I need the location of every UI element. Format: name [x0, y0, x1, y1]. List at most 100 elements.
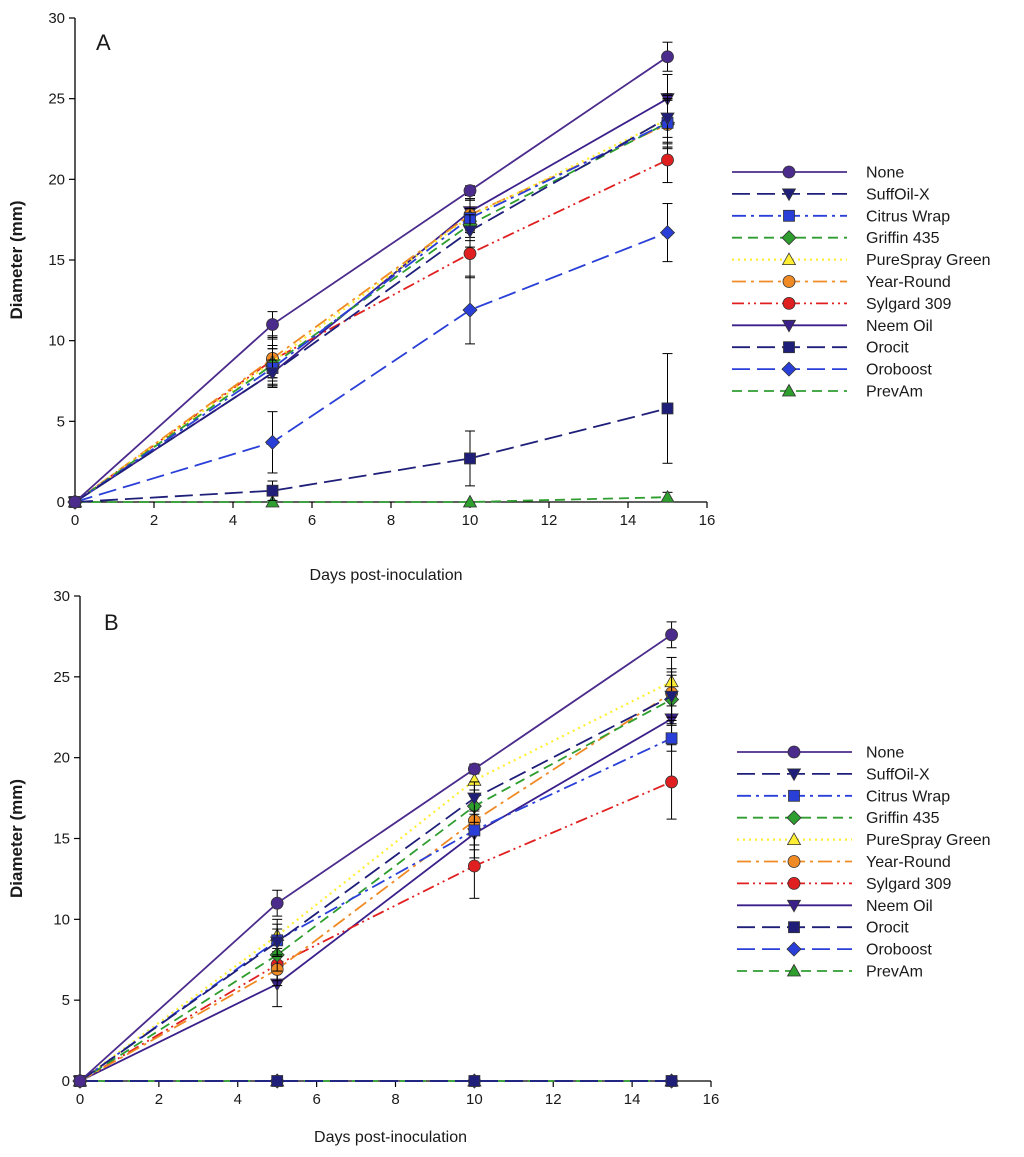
data-point-oroboost: [659, 225, 676, 241]
legend-marker: [787, 745, 801, 759]
series-line-prevam: [75, 496, 668, 503]
x-tick-label: 10: [466, 1091, 483, 1108]
legend-item-griffin-435: Griffin 435: [732, 230, 940, 247]
y-axis-title: Diameter (mm): [7, 200, 26, 319]
legend-item-year-round: Year-Round: [732, 274, 951, 291]
data-point-prevam: [462, 494, 478, 508]
data-point-suffoil-x: [660, 112, 675, 126]
legend-label: PureSpray Green: [866, 252, 991, 269]
data-point-orocit: [661, 402, 674, 415]
legend: None SuffOil-X Citrus Wrap Griffin 435 PureS…: [737, 745, 991, 981]
legend-item-none: None: [737, 745, 904, 762]
data-point-suffoil-x: [467, 792, 482, 806]
series-line-sylgard-309: [79, 781, 672, 1082]
y-tick-label: 30: [48, 10, 65, 27]
data-point-none: [73, 1074, 87, 1088]
legend-label: SuffOil-X: [866, 186, 930, 203]
x-tick-label: 8: [391, 1091, 399, 1108]
data-point-none: [467, 762, 481, 776]
legend-label: Orocit: [866, 340, 909, 357]
y-tick-label: 25: [48, 91, 65, 108]
legend-item-griffin-435: Griffin 435: [737, 810, 940, 827]
y-tick-label: 15: [48, 252, 65, 269]
legend: None SuffOil-X Citrus Wrap Griffin 435 PureS…: [732, 165, 991, 401]
legend-marker: [781, 188, 797, 202]
legend-label: None: [866, 165, 904, 182]
legend-marker: [783, 341, 795, 354]
x-tick-label: 2: [155, 1091, 163, 1108]
legend-label: Orocit: [866, 920, 909, 937]
series-line-none: [74, 55, 669, 503]
y-tick-label: 5: [62, 992, 70, 1009]
legend-item-orocit: Orocit: [732, 340, 909, 357]
series-line-year-round: [74, 123, 668, 503]
panel-label: B: [104, 610, 119, 635]
y-tick-label: 30: [53, 588, 70, 605]
y-tick-label: 0: [62, 1073, 70, 1090]
y-tick-label: 25: [53, 669, 70, 686]
legend-label: Neem Oil: [866, 898, 933, 915]
data-point-oroboost: [264, 434, 281, 450]
data-point-suffoil-x: [462, 225, 478, 239]
data-point-suffoil-x: [265, 367, 280, 381]
legend-label: Year-Round: [866, 854, 951, 871]
series-line-purespray-green: [74, 118, 668, 503]
data-point-sylgard-309: [661, 153, 674, 167]
legend-marker: [786, 941, 802, 957]
x-axis-title: Days post-inoculation: [314, 1129, 467, 1146]
legend-label: SuffOil-X: [866, 766, 930, 783]
x-tick-label: 16: [699, 512, 716, 529]
x-tick-label: 16: [703, 1091, 720, 1108]
series-none: [73, 621, 678, 1088]
y-tick-label: 5: [57, 413, 65, 430]
x-tick-label: 0: [71, 512, 79, 529]
legend-item-prevam: PrevAm: [732, 384, 923, 401]
legend-marker: [783, 209, 795, 222]
legend-marker: [781, 319, 797, 333]
data-point-suffoil-x: [270, 936, 285, 950]
legend-marker: [782, 165, 796, 179]
legend-marker: [786, 832, 802, 845]
series-neem-oil: [72, 694, 679, 1089]
legend-item-sylgard-309: Sylgard 309: [737, 876, 951, 893]
legend-item-none: None: [732, 165, 904, 182]
x-tick-label: 10: [462, 512, 479, 529]
legend-item-oroboost: Oroboost: [737, 941, 932, 959]
legend-label: PureSpray Green: [866, 832, 991, 849]
x-tick-label: 14: [624, 1091, 641, 1108]
series-sylgard-309: [73, 744, 678, 1088]
legend-label: Griffin 435: [866, 230, 940, 247]
x-tick-label: 12: [545, 1091, 562, 1108]
series-orocit: [69, 353, 674, 508]
series-line-citrus-wrap: [74, 122, 668, 503]
legend-marker: [781, 361, 797, 377]
legend-marker: [787, 877, 801, 890]
y-tick-label: 20: [53, 750, 70, 767]
data-point-sylgard-309: [665, 775, 678, 789]
series-suffoil-x: [72, 671, 679, 1089]
x-axis-title: Days post-inoculation: [310, 567, 463, 584]
data-point-none: [661, 50, 674, 64]
legend-item-sylgard-309: Sylgard 309: [732, 296, 951, 313]
chart-panel-b: 0 5 10 15 20 25 30 0 2 4 6 8 10 12 14 16 Diameter (mm) Da…: [7, 588, 991, 1146]
legend-item-purespray-green: PureSpray Green: [732, 252, 991, 269]
legend-item-neem-oil: Neem Oil: [737, 898, 933, 915]
series-line-neem-oil: [79, 718, 673, 1082]
legend-item-suffoil-x: SuffOil-X: [737, 766, 930, 783]
series-group: [72, 621, 680, 1089]
legend-item-citrus-wrap: Citrus Wrap: [732, 208, 950, 225]
series-line-suffoil-x: [79, 695, 672, 1082]
legend-label: Year-Round: [866, 274, 951, 291]
legend-item-suffoil-x: SuffOil-X: [732, 186, 930, 203]
legend-item-neem-oil: Neem Oil: [732, 318, 933, 335]
data-point-none: [266, 318, 279, 331]
legend-item-prevam: PrevAm: [737, 964, 923, 981]
data-point-suffoil-x: [664, 690, 679, 704]
data-point-citrus-wrap: [665, 732, 678, 745]
legend-marker: [787, 855, 801, 868]
data-point-orocit: [468, 1075, 481, 1087]
data-point-none: [665, 628, 678, 642]
series-griffin-435: [72, 674, 680, 1089]
data-point-orocit: [464, 452, 476, 465]
